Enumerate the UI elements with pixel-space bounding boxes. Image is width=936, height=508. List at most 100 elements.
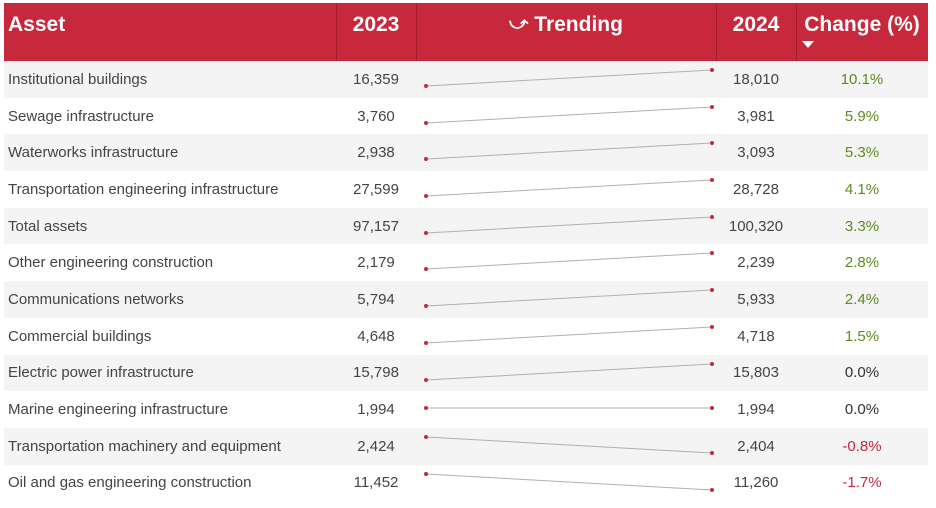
table-row[interactable]: Oil and gas engineering construction 11,4… [4, 465, 928, 502]
sparkline [416, 281, 716, 318]
value-2024: 3,093 [737, 144, 775, 162]
change-percent: 3.3% [844, 217, 880, 235]
value-2024: 18,010 [733, 70, 779, 88]
value-2023: 2,424 [357, 437, 395, 455]
sparkline [416, 98, 716, 135]
value-2023: 15,798 [353, 364, 399, 382]
table-row[interactable]: Institutional buildings 16,359 18,010 10.1% [4, 61, 928, 98]
header-change[interactable]: Change (%) [804, 13, 920, 36]
sparkline-line [425, 436, 713, 454]
sparkline-line [425, 363, 713, 380]
change-percent: 10.1% [840, 70, 884, 88]
table-row[interactable]: Electric power infrastructure 15,798 15,80… [4, 354, 928, 392]
table-row[interactable]: Transportation engineering infrastructur… [4, 171, 928, 208]
sparkline-svg [424, 251, 714, 272]
asset-name: Total assets [8, 217, 88, 235]
trend-arrow-icon: ⤻ [509, 13, 529, 33]
table-row[interactable]: Sewage infrastructure 3,760 3,981 5.9% [4, 98, 928, 135]
header-trending-label: Trending [534, 13, 623, 36]
value-2024: 11,260 [733, 474, 779, 492]
sparkline-point-2023 [424, 157, 428, 162]
value-2024: 15,803 [733, 364, 779, 382]
value-2024: 5,933 [737, 290, 775, 308]
asset-change-table: Asset 2023 ⤻ Trending 2024 Change (%) In… [4, 3, 928, 501]
sparkline-svg [424, 434, 714, 455]
sparkline-line [425, 142, 713, 160]
header-divider [716, 3, 717, 61]
value-2023: 11,452 [353, 474, 399, 492]
value-2023: 3,760 [357, 107, 395, 125]
sparkline-point-2023 [424, 434, 428, 439]
asset-name: Institutional buildings [8, 70, 148, 88]
sparkline-line [425, 326, 713, 344]
header-2024[interactable]: 2024 [732, 13, 780, 36]
header-divider [336, 3, 337, 61]
asset-name: Electric power infrastructure [8, 364, 194, 382]
table-row[interactable]: Commercial buildings 4,648 4,718 1.5% [4, 318, 928, 355]
value-2023: 16,359 [353, 70, 399, 88]
header-2023[interactable]: 2023 [352, 13, 400, 36]
table-row[interactable]: Waterworks infrastructure 2,938 3,093 5.3% [4, 134, 928, 172]
asset-name: Transportation machinery and equipment [8, 437, 281, 455]
sparkline-point-2023 [424, 267, 428, 272]
sparkline-svg [424, 178, 714, 199]
header-trending[interactable]: ⤻ Trending [416, 3, 716, 61]
value-2024: 100,320 [728, 217, 784, 235]
asset-name: Communications networks [8, 290, 184, 308]
sparkline [416, 171, 716, 208]
sparkline [416, 61, 716, 98]
value-2024: 2,404 [737, 437, 775, 455]
table-body: Institutional buildings 16,359 18,010 10.1%… [4, 61, 928, 501]
sparkline-svg [424, 104, 714, 125]
sparkline-point-2024 [710, 178, 714, 183]
sparkline-svg [424, 361, 714, 382]
change-percent: -0.8% [842, 437, 882, 455]
sparkline-point-2023 [424, 304, 428, 309]
sparkline-point-2023 [424, 120, 428, 125]
value-2023: 4,648 [357, 327, 395, 345]
change-percent: 2.4% [844, 290, 880, 308]
value-2024: 4,718 [737, 327, 775, 345]
sparkline-svg [424, 406, 714, 411]
table-row[interactable]: Marine engineering infrastructure 1,994 1,… [4, 391, 928, 428]
sparkline [416, 355, 716, 392]
table-row[interactable]: Transportation machinery and equipment 2,… [4, 427, 928, 465]
sort-descending-icon[interactable] [802, 41, 814, 48]
sparkline-point-2024 [710, 251, 714, 256]
asset-name: Sewage infrastructure [8, 107, 154, 125]
change-percent: 1.5% [844, 327, 880, 345]
header-divider [416, 3, 417, 61]
sparkline [416, 428, 716, 465]
value-2023: 2,938 [357, 144, 395, 162]
change-percent: 0.0% [844, 401, 880, 419]
table-row[interactable]: Other engineering construction 2,179 2,239… [4, 244, 928, 281]
asset-name: Oil and gas engineering construction [8, 474, 252, 492]
sparkline-line [425, 179, 713, 197]
sparkline [416, 465, 716, 502]
sparkline-point-2024 [710, 214, 714, 219]
sparkline-svg [424, 288, 714, 309]
sparkline-svg [424, 141, 714, 162]
header-asset[interactable]: Asset [8, 13, 66, 36]
table-row[interactable]: Communications networks 5,794 5,933 2.4% [4, 281, 928, 318]
sparkline-point-2024 [710, 141, 714, 146]
sparkline [416, 208, 716, 245]
sparkline-svg [424, 214, 714, 235]
asset-name: Commercial buildings [8, 327, 152, 345]
sparkline-point-2024 [710, 450, 714, 455]
header-divider [796, 3, 797, 61]
table-row[interactable]: Total assets 97,157 100,320 3.3% [4, 207, 928, 245]
change-percent: 5.3% [844, 144, 880, 162]
sparkline-line [425, 289, 713, 307]
sparkline-line [425, 69, 713, 87]
sparkline [416, 134, 716, 171]
sparkline-line [425, 216, 713, 234]
value-2023: 5,794 [357, 290, 395, 308]
sparkline-point-2023 [424, 230, 428, 235]
sparkline-point-2024 [710, 487, 714, 492]
sparkline-svg [424, 68, 714, 88]
sparkline-point-2024 [710, 288, 714, 293]
sparkline-point-2024 [710, 68, 714, 72]
value-2023: 1,994 [357, 401, 395, 419]
value-2023: 2,179 [357, 254, 395, 272]
